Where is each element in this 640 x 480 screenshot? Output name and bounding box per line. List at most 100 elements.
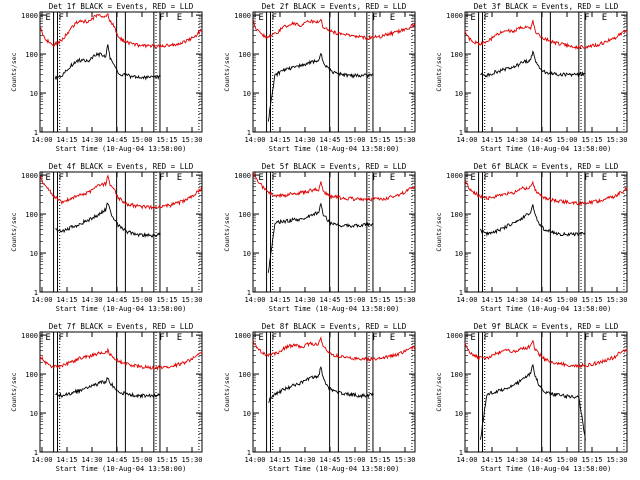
marker-letter: E	[602, 333, 607, 343]
events-series-line	[54, 44, 161, 81]
marker-letter: F	[372, 173, 377, 183]
y-tick-label: 100	[450, 371, 463, 379]
x-axis-label: Start Time (10-Aug-04 13:58:00)	[481, 465, 612, 473]
marker-letter: F	[59, 173, 64, 183]
x-tick-label: 14:00	[244, 136, 265, 144]
panel-title: Det 9f BLACK = Events, RED = LLD	[474, 322, 619, 331]
x-tick-label: 15:30	[606, 296, 627, 304]
panel-title: Det 1f BLACK = Events, RED = LLD	[49, 2, 194, 11]
x-axis-label: Start Time (10-Aug-04 13:58:00)	[269, 465, 400, 473]
x-tick-label: 14:30	[81, 296, 102, 304]
y-tick-label: 1000	[21, 172, 38, 180]
x-tick-label: 15:30	[606, 456, 627, 464]
y-tick-label: 1000	[446, 332, 463, 340]
x-tick-label: 15:15	[581, 456, 602, 464]
x-tick-label: 14:45	[106, 136, 127, 144]
x-tick-label: 15:00	[556, 136, 577, 144]
marker-letter: F	[484, 173, 489, 183]
x-tick-label: 14:00	[244, 456, 265, 464]
x-tick-label: 14:30	[506, 456, 527, 464]
lld-series-line	[464, 339, 628, 368]
y-axis-label: Counts/sec	[223, 212, 231, 251]
x-tick-label: 14:15	[56, 296, 77, 304]
x-tick-label: 14:00	[456, 456, 477, 464]
y-tick-label: 1000	[21, 332, 38, 340]
x-tick-label: 15:15	[581, 136, 602, 144]
events-series-line	[268, 365, 374, 403]
marker-letter: E	[390, 13, 395, 23]
x-tick-label: 14:00	[31, 136, 52, 144]
lld-series-line	[252, 18, 416, 41]
y-tick-label: 100	[238, 371, 251, 379]
plot-frame	[464, 171, 628, 293]
panel-title: Det 5f BLACK = Events, RED = LLD	[262, 162, 407, 171]
plot-frame	[464, 11, 628, 133]
x-tick-label: 14:45	[319, 296, 340, 304]
plot-frame	[39, 331, 203, 453]
x-tick-label: 15:30	[394, 296, 415, 304]
marker-letter: F	[372, 13, 377, 23]
panel-title: Det 4f BLACK = Events, RED = LLD	[49, 162, 194, 171]
marker-letter: F	[484, 13, 489, 23]
marker-letter: E	[177, 173, 182, 183]
x-tick-label: 14:15	[56, 456, 77, 464]
marker-letter: E	[258, 173, 263, 183]
detector-panel: Det 6f BLACK = Events, RED = LLD 1 10 100 10…	[435, 162, 628, 313]
detector-panel: Det 2f BLACK = Events, RED = LLD 1 10 100 10…	[223, 2, 416, 153]
y-tick-label: 1	[459, 289, 463, 297]
marker-letter: F	[272, 173, 277, 183]
x-tick-label: 15:15	[369, 456, 390, 464]
detector-panel: Det 1f BLACK = Events, RED = LLD 1 10 100 10…	[10, 2, 203, 153]
x-axis-label: Start Time (10-Aug-04 13:58:00)	[56, 145, 187, 153]
marker-letter: E	[602, 173, 607, 183]
x-tick-label: 15:00	[556, 296, 577, 304]
x-tick-label: 14:30	[506, 296, 527, 304]
y-tick-label: 1	[247, 449, 251, 457]
x-tick-label: 15:00	[131, 136, 152, 144]
y-tick-label: 1000	[234, 172, 251, 180]
y-axis-label: Counts/sec	[435, 372, 443, 411]
y-tick-label: 1000	[21, 12, 38, 20]
y-tick-label: 100	[238, 51, 251, 59]
x-tick-label: 14:45	[531, 136, 552, 144]
x-tick-label: 14:45	[106, 456, 127, 464]
x-tick-label: 15:30	[181, 456, 202, 464]
marker-letter: E	[258, 13, 263, 23]
y-axis-label: Counts/sec	[435, 212, 443, 251]
detector-panel: Det 9f BLACK = Events, RED = LLD 1 10 100 10…	[435, 322, 628, 473]
y-axis-label: Counts/sec	[10, 212, 18, 251]
x-tick-label: 15:30	[606, 136, 627, 144]
y-tick-label: 1000	[446, 172, 463, 180]
marker-letter: F	[59, 333, 64, 343]
marker-letter: E	[45, 333, 50, 343]
y-tick-label: 10	[455, 250, 463, 258]
lld-series-line	[40, 13, 203, 49]
x-tick-label: 14:00	[456, 136, 477, 144]
y-tick-label: 1	[34, 449, 38, 457]
y-axis-label: Counts/sec	[10, 372, 18, 411]
y-tick-label: 100	[238, 211, 251, 219]
marker-letter: E	[602, 13, 607, 23]
x-axis-label: Start Time (10-Aug-04 13:58:00)	[269, 305, 400, 313]
x-tick-label: 15:15	[156, 136, 177, 144]
marker-letter: F	[584, 173, 589, 183]
y-tick-label: 1	[459, 449, 463, 457]
detector-panel: Det 4f BLACK = Events, RED = LLD 1 10 100 10…	[10, 162, 203, 313]
y-tick-label: 10	[243, 410, 251, 418]
x-tick-label: 14:15	[481, 456, 502, 464]
panel-title: Det 8f BLACK = Events, RED = LLD	[262, 322, 407, 331]
marker-letter: E	[470, 333, 475, 343]
x-tick-label: 14:15	[481, 296, 502, 304]
marker-letter: F	[272, 13, 277, 23]
x-tick-label: 15:15	[369, 136, 390, 144]
x-axis-label: Start Time (10-Aug-04 13:58:00)	[269, 145, 400, 153]
x-tick-label: 15:00	[344, 296, 365, 304]
y-tick-label: 10	[243, 250, 251, 258]
x-tick-label: 15:30	[394, 136, 415, 144]
x-tick-label: 15:30	[181, 296, 202, 304]
lld-series-line	[252, 171, 416, 202]
lld-series-line	[464, 20, 628, 50]
plot-frame	[252, 331, 416, 453]
y-tick-label: 100	[450, 211, 463, 219]
y-tick-label: 1	[34, 289, 38, 297]
